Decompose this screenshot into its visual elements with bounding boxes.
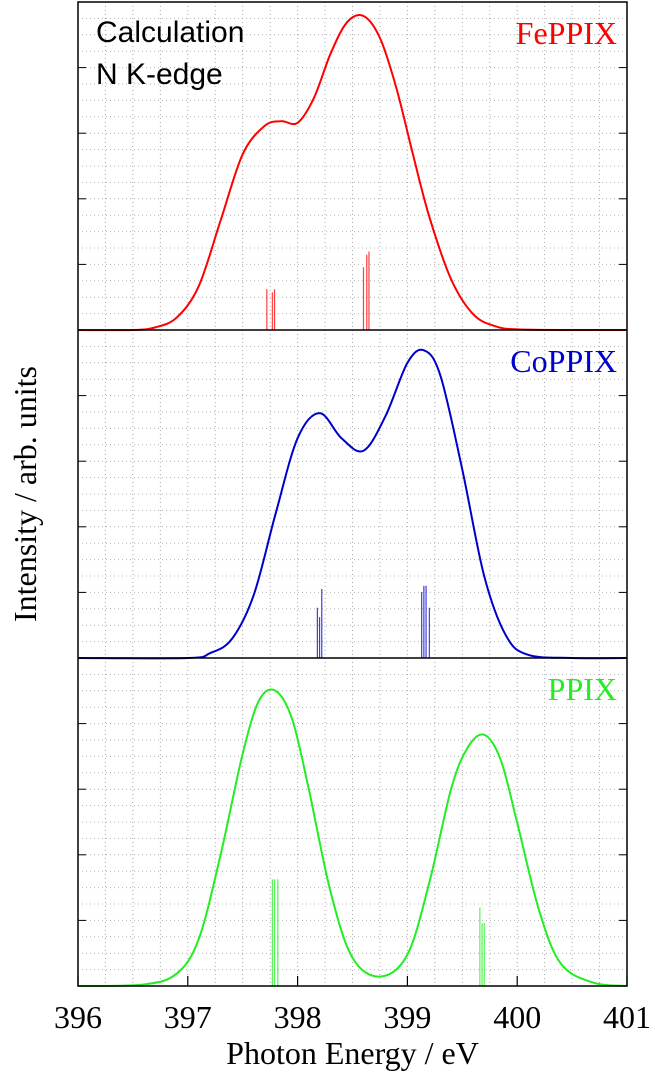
series-label-feppix: FePPIX	[516, 15, 617, 51]
x-tick-label: 399	[383, 999, 431, 1035]
x-tick-label: 398	[274, 999, 322, 1035]
annotation-line: Calculation	[96, 16, 244, 49]
series-line-ppix	[77, 688, 628, 987]
series-label-coppix: CoPPIX	[510, 343, 617, 379]
x-tick-label: 401	[603, 999, 651, 1035]
series-line-coppix	[77, 348, 628, 660]
x-tick-label: 400	[493, 999, 541, 1035]
x-tick-label: 397	[164, 999, 212, 1035]
plot-frame	[77, 1, 628, 987]
annotation-line: N K-edge	[96, 58, 223, 91]
x-tick-label: 396	[54, 999, 102, 1035]
series-label-ppix: PPIX	[548, 671, 617, 707]
y-axis-title: Intensity / arb. units	[7, 366, 43, 622]
x-axis-title: Photon Energy / eV	[226, 1035, 479, 1071]
series-line-feppix	[77, 13, 628, 332]
